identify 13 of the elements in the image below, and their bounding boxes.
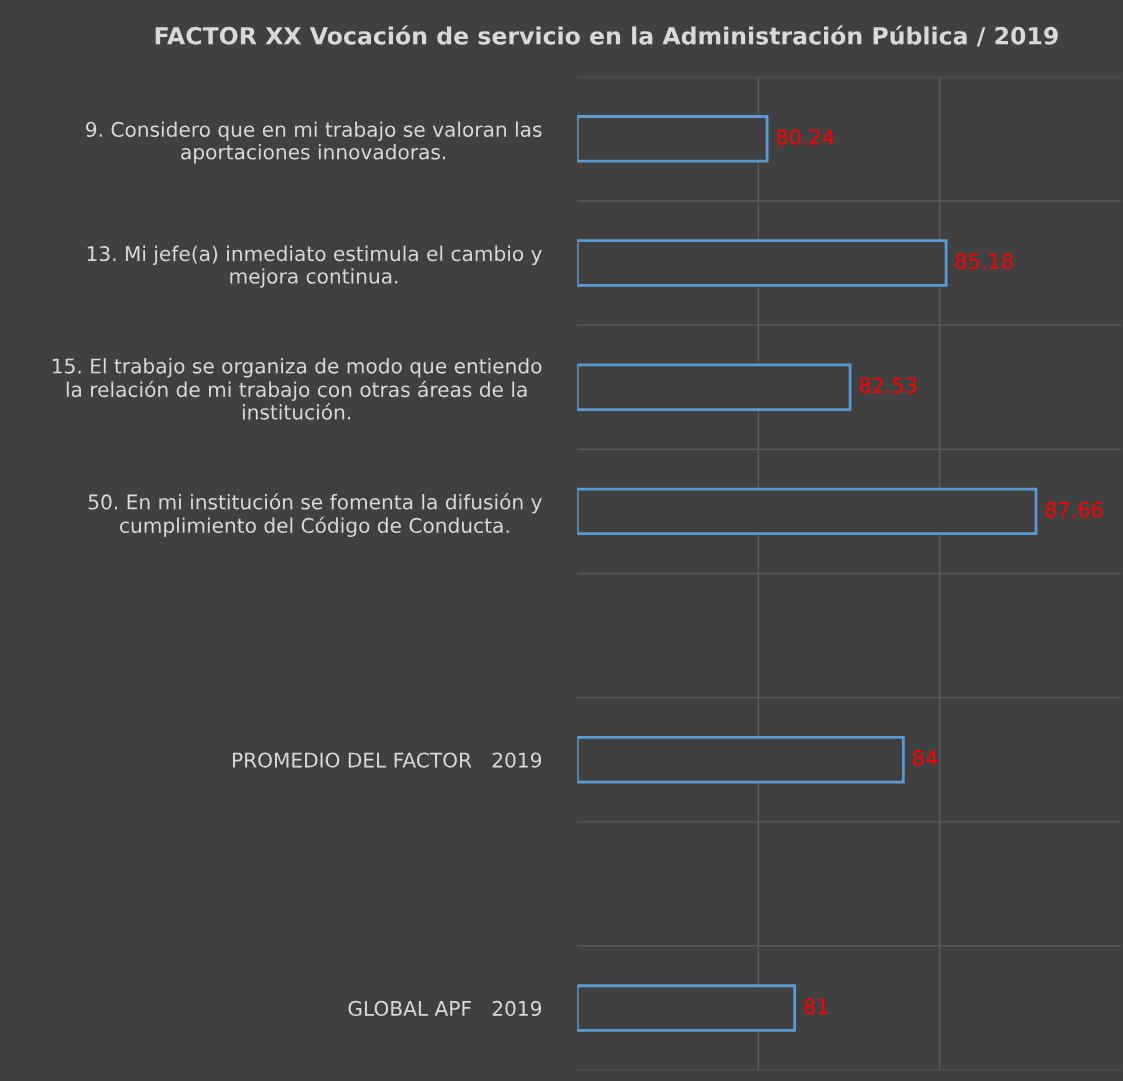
y-tick-label: 9. Considero que en mi trabajo se valoran las aportaciones innovadoras.	[86, 121, 542, 164]
data-label: 85.18	[955, 253, 1013, 270]
y-tick-label: 15. El trabajo se organiza de modo que entiendo la relación de mi trabajo con otras áreas de la institución.	[53, 358, 542, 420]
data-label: 81	[804, 998, 828, 1015]
y-tick-label: GLOBAL APF 2019	[348, 1000, 542, 1017]
y-tick-label: 50. En mi institución se fomenta la difusión y cumplimiento del Código de Conducta.	[88, 493, 542, 537]
data-label: 80.24	[776, 129, 834, 145]
y-tick-label: 13. Mi jefe(a) inmediato estimula el cambio y mejora continua.	[87, 245, 542, 288]
data-label: 87.66	[1045, 501, 1103, 518]
chart-title: FACTOR XX Vocación de servicio en la Administración Pública / 2019	[155, 25, 1058, 47]
y-tick-label: PROMEDIO DEL FACTOR 2019	[233, 752, 542, 768]
data-label: 82.53	[859, 377, 917, 394]
data-label: 84	[913, 750, 938, 766]
